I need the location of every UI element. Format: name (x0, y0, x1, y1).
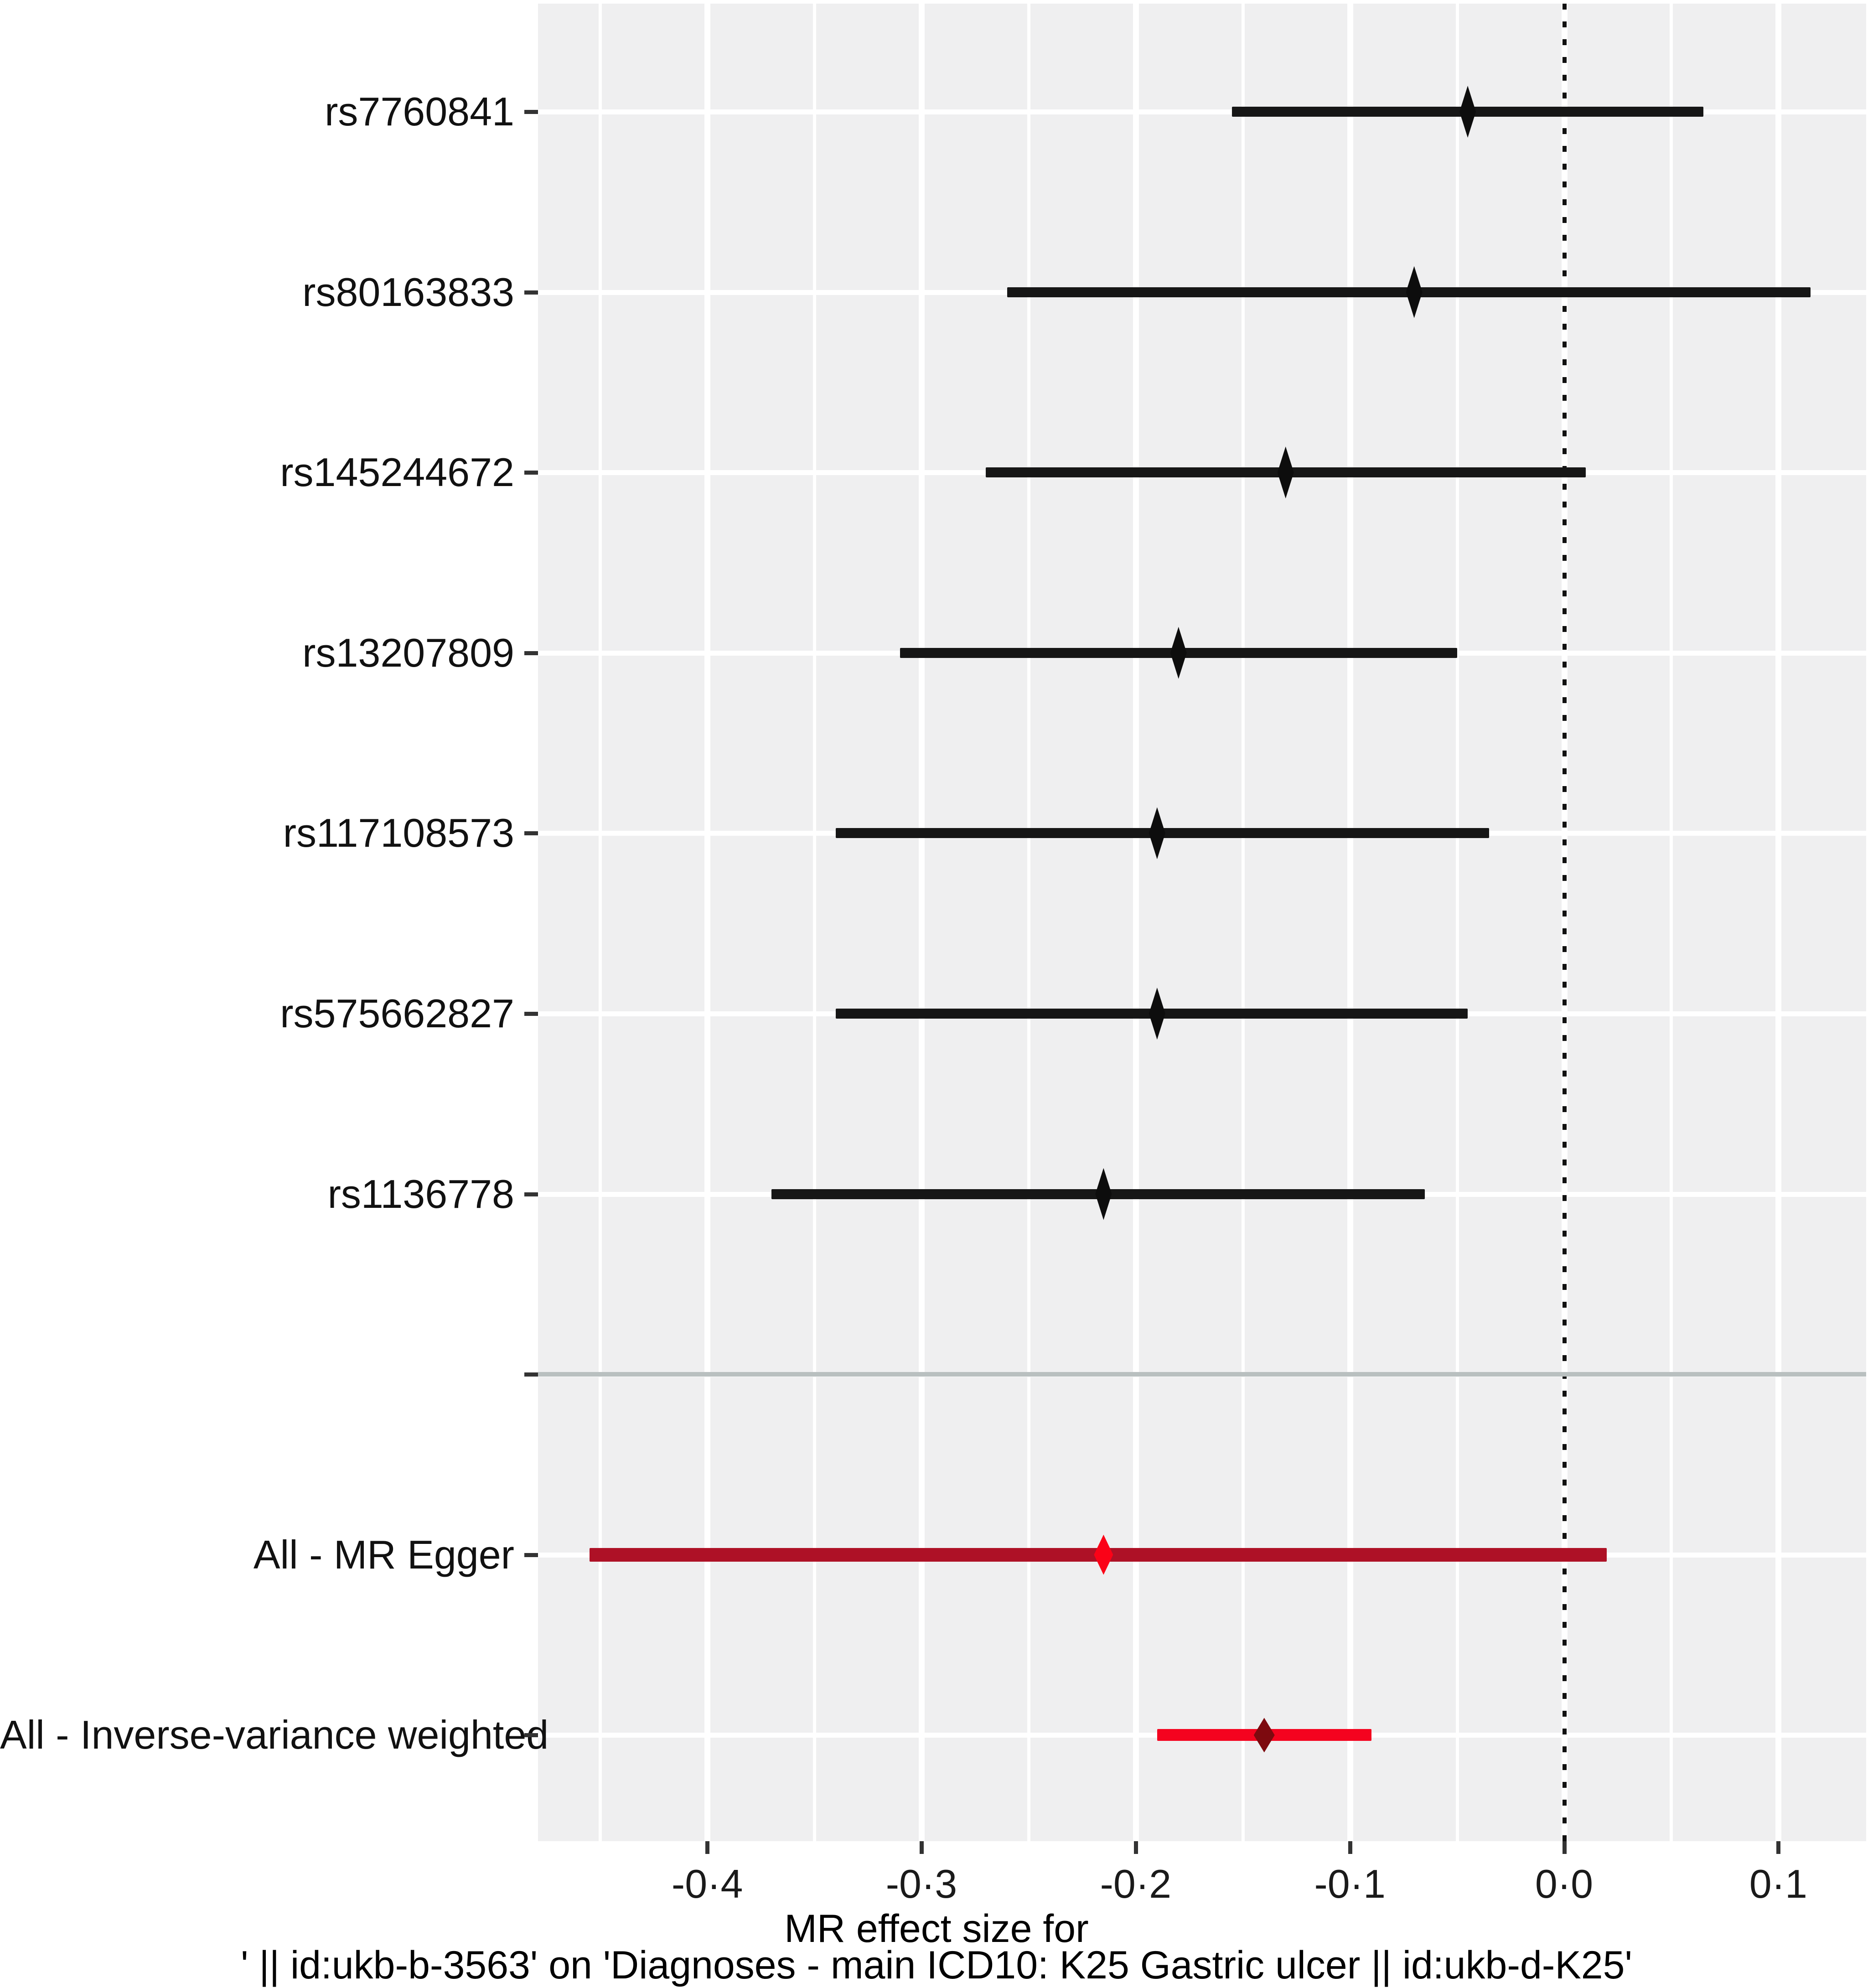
row-label: rs145244672 (280, 450, 514, 495)
x-axis-tick-label: -0·1 (1314, 1861, 1386, 1906)
y-axis-tick (524, 110, 538, 114)
row-label: rs13207809 (302, 630, 514, 675)
minor-gridline (1455, 4, 1459, 1841)
y-axis-tick (524, 1012, 538, 1016)
zero-reference-line (1562, 4, 1567, 1841)
major-gridline (1347, 4, 1353, 1841)
row-gridline (538, 109, 1866, 114)
x-axis-tick (1776, 1841, 1781, 1854)
point-estimate-marker (1406, 266, 1423, 318)
point-estimate-marker (1253, 1718, 1275, 1753)
row-label: rs117108573 (283, 810, 514, 856)
row-label: rs7760841 (325, 89, 514, 134)
major-gridline (1133, 4, 1139, 1841)
x-axis-tick-label: 0·1 (1749, 1861, 1807, 1906)
point-estimate-marker (1170, 626, 1187, 679)
x-axis-tick (705, 1841, 710, 1854)
y-axis-tick (524, 1553, 538, 1557)
y-axis-tick (524, 290, 538, 295)
x-axis-tick (920, 1841, 924, 1854)
point-estimate-marker (1095, 1168, 1112, 1220)
minor-gridline (1027, 4, 1030, 1841)
point-estimate-marker (1277, 446, 1294, 499)
point-estimate-marker (1149, 807, 1165, 859)
y-axis-tick (524, 471, 538, 475)
row-label: rs1136778 (327, 1171, 514, 1217)
x-axis-tick-label: 0·0 (1535, 1861, 1594, 1906)
minor-gridline (599, 4, 602, 1841)
row-label: rs80163833 (302, 269, 514, 315)
minor-gridline (1241, 4, 1245, 1841)
major-gridline (1775, 4, 1782, 1841)
major-gridline (704, 4, 711, 1841)
x-axis-tick (1133, 1841, 1138, 1854)
x-axis-tick (1348, 1841, 1352, 1854)
y-axis-tick (524, 651, 538, 655)
point-estimate-marker (1094, 1534, 1113, 1575)
row-label: All - Inverse-variance weighted (0, 1712, 549, 1758)
plot-panel (538, 4, 1866, 1841)
minor-gridline (1670, 4, 1673, 1841)
y-axis-tick (524, 1372, 538, 1377)
point-estimate-marker (1149, 988, 1165, 1040)
minor-gridline (813, 4, 817, 1841)
point-estimate-marker (1459, 86, 1476, 138)
x-axis-title-line-1: MR effect size for (784, 1907, 1089, 1951)
y-axis-tick (524, 1733, 538, 1738)
x-axis-tick (1562, 1841, 1567, 1854)
x-axis-tick-label: -0·3 (885, 1861, 957, 1906)
y-axis-tick (524, 1192, 538, 1196)
x-axis-tick-label: -0·2 (1100, 1861, 1172, 1906)
row-label: rs575662827 (280, 991, 514, 1036)
x-axis-tick-label: -0·4 (671, 1861, 743, 1906)
separator-line (538, 1372, 1866, 1377)
y-axis-tick (524, 831, 538, 836)
major-gridline (919, 4, 925, 1841)
row-label: All - MR Egger (253, 1532, 514, 1577)
x-axis-title-line-2: ' || id:ukb-b-3563' on 'Diagnoses - main… (241, 1943, 1632, 1987)
